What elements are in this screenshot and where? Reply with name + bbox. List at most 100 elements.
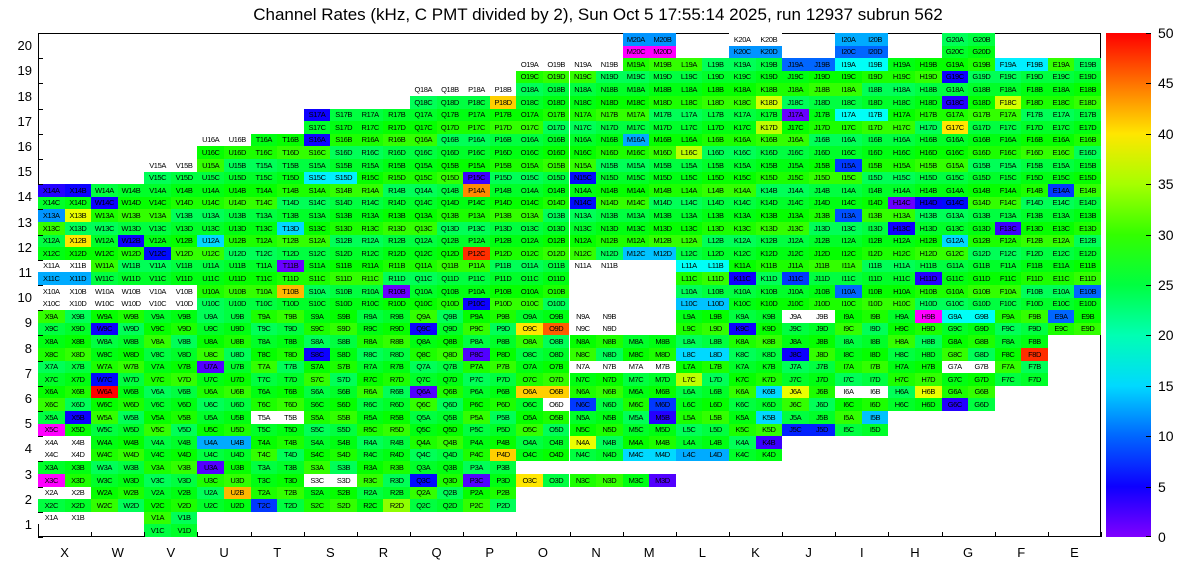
x-axis-label: I xyxy=(860,545,864,560)
channel-cell-S6A: S6A xyxy=(303,385,331,399)
channel-cell-N4D: N4D xyxy=(596,448,623,462)
channel-cell-Q6C: Q6C xyxy=(410,398,437,411)
channel-cell-F15B: F15B xyxy=(1021,159,1048,172)
channel-cell-M20D: M20D xyxy=(649,45,676,59)
channel-cell-G15C: G15C xyxy=(941,171,969,185)
channel-cell-N6B: N6B xyxy=(596,385,623,399)
channel-cell-P4D: P4D xyxy=(489,448,517,462)
channel-cell-N6A: N6A xyxy=(569,385,597,399)
channel-cell-I9D: I9D xyxy=(861,322,889,336)
channel-cell-M14B: M14B xyxy=(649,184,676,197)
channel-cell-T5C: T5C xyxy=(250,423,278,437)
channel-cell-E13D: E13D xyxy=(1074,222,1101,235)
channel-cell-Q13D: Q13D xyxy=(436,222,464,235)
channel-cell-J8D: J8D xyxy=(808,348,836,361)
channel-cell-I12D: I12D xyxy=(861,247,889,260)
channel-cell-U6C: U6C xyxy=(197,398,224,411)
channel-cell-I15C: I15C xyxy=(835,171,862,185)
axis-tick xyxy=(144,532,146,537)
channel-cell-R9D: R9D xyxy=(383,322,411,336)
channel-cell-I15A: I15A xyxy=(835,159,862,172)
channel-cell-X5A: X5A xyxy=(38,411,65,424)
channel-cell-K10D: K10D xyxy=(755,297,783,311)
channel-cell-S14B: S14B xyxy=(330,184,357,197)
channel-cell-U16A: U16A xyxy=(197,133,224,147)
channel-cell-O17A: O17A xyxy=(516,108,543,122)
channel-cell-R6C: R6C xyxy=(356,398,384,411)
channel-cell-P18B: P18B xyxy=(489,83,517,96)
channel-cell-N3D: N3D xyxy=(596,474,623,487)
channel-cell-U7D: U7D xyxy=(224,373,251,386)
channel-cell-O13C: O13C xyxy=(516,222,543,235)
channel-cell-V2B: V2B xyxy=(170,486,198,500)
channel-cell-Q12A: Q12A xyxy=(410,234,437,248)
colorbar-gradient xyxy=(1106,33,1151,537)
channel-cell-U3A: U3A xyxy=(197,461,224,474)
y-axis-label: 9 xyxy=(24,315,32,331)
channel-cell-X6B: X6B xyxy=(64,385,92,399)
channel-cell-U8A: U8A xyxy=(197,335,224,348)
channel-cell-G6B: G6B xyxy=(968,385,995,399)
channel-cell-S4D: S4D xyxy=(330,448,357,462)
channel-cell-W9B: W9B xyxy=(117,310,145,323)
channel-cell-T4D: T4D xyxy=(277,448,304,462)
channel-cell-N4B: N4B xyxy=(596,436,623,449)
channel-cell-U4D: U4D xyxy=(224,448,251,462)
channel-cell-O16D: O16D xyxy=(542,146,570,159)
channel-cell-G17A: G17A xyxy=(941,108,969,122)
channel-cell-X10D: X10D xyxy=(64,297,92,311)
channel-cell-X12B: X12B xyxy=(64,234,92,248)
channel-cell-J9D: J9D xyxy=(808,322,836,336)
channel-cell-E18D: E18D xyxy=(1074,96,1101,109)
channel-cell-R8B: R8B xyxy=(383,335,411,348)
channel-cell-H16B: H16B xyxy=(914,133,942,147)
channel-cell-M15C: M15C xyxy=(622,171,650,185)
channel-cell-R11B: R11B xyxy=(383,259,411,273)
channel-cell-N16A: N16A xyxy=(569,133,597,147)
channel-cell-Q10A: Q10A xyxy=(410,285,437,298)
channel-cell-N8C: N8C xyxy=(569,348,597,361)
channel-cell-Q9D: Q9D xyxy=(436,322,464,336)
channel-cell-I12B: I12B xyxy=(861,234,889,248)
channel-cell-E12A: E12A xyxy=(1047,234,1075,248)
channel-cell-P15A: P15A xyxy=(463,159,490,172)
channel-cell-I13A: I13A xyxy=(835,209,862,222)
channel-cell-Q10C: Q10C xyxy=(410,297,437,311)
axis-tick xyxy=(303,532,305,537)
channel-cell-J15D: J15D xyxy=(808,171,836,185)
channel-cell-O18A: O18A xyxy=(516,83,543,96)
colorbar-tick xyxy=(1146,184,1151,186)
channel-cell-I8A: I8A xyxy=(835,335,862,348)
channel-cell-P16A: P16A xyxy=(463,133,490,147)
channel-cell-W2D: W2D xyxy=(117,499,145,512)
channel-cell-H10C: H10C xyxy=(888,297,915,311)
channel-cell-V9B: V9B xyxy=(170,310,198,323)
channel-cell-E17A: E17A xyxy=(1047,108,1075,122)
channel-cell-O4A: O4A xyxy=(516,436,543,449)
channel-cell-S10B: S10B xyxy=(330,285,357,298)
channel-cell-Q2A: Q2A xyxy=(410,486,437,500)
channel-cell-V8C: V8C xyxy=(144,348,171,361)
channel-cell-H6B: H6B xyxy=(914,385,942,399)
channel-cell-J11B: J11B xyxy=(808,259,836,273)
channel-cell-X10B: X10B xyxy=(64,285,92,298)
channel-cell-U9B: U9B xyxy=(224,310,251,323)
channel-cell-O5C: O5C xyxy=(516,423,543,437)
channel-cell-X7C: X7C xyxy=(38,373,65,386)
channel-cell-R17A: R17A xyxy=(356,108,384,122)
channel-cell-J9A: J9A xyxy=(782,310,809,323)
colorbar-tick-label: 50 xyxy=(1158,25,1174,41)
y-axis-label: 15 xyxy=(17,164,32,180)
channel-cell-H9D: H9D xyxy=(914,322,942,336)
channel-cell-H8A: H8A xyxy=(888,335,915,348)
colorbar-tick-label: 30 xyxy=(1158,226,1174,243)
channel-cell-O10D: O10D xyxy=(542,297,570,311)
channel-cell-L8C: L8C xyxy=(675,348,703,361)
channel-cell-H18D: H18D xyxy=(914,96,942,109)
channel-cell-S16D: S16D xyxy=(330,146,357,159)
y-axis-label: 4 xyxy=(24,441,32,457)
channel-cell-U9C: U9C xyxy=(197,322,224,336)
channel-cell-T12B: T12B xyxy=(277,234,304,248)
channel-cell-T12A: T12A xyxy=(250,234,278,248)
channel-cell-O19B: O19B xyxy=(542,58,570,71)
